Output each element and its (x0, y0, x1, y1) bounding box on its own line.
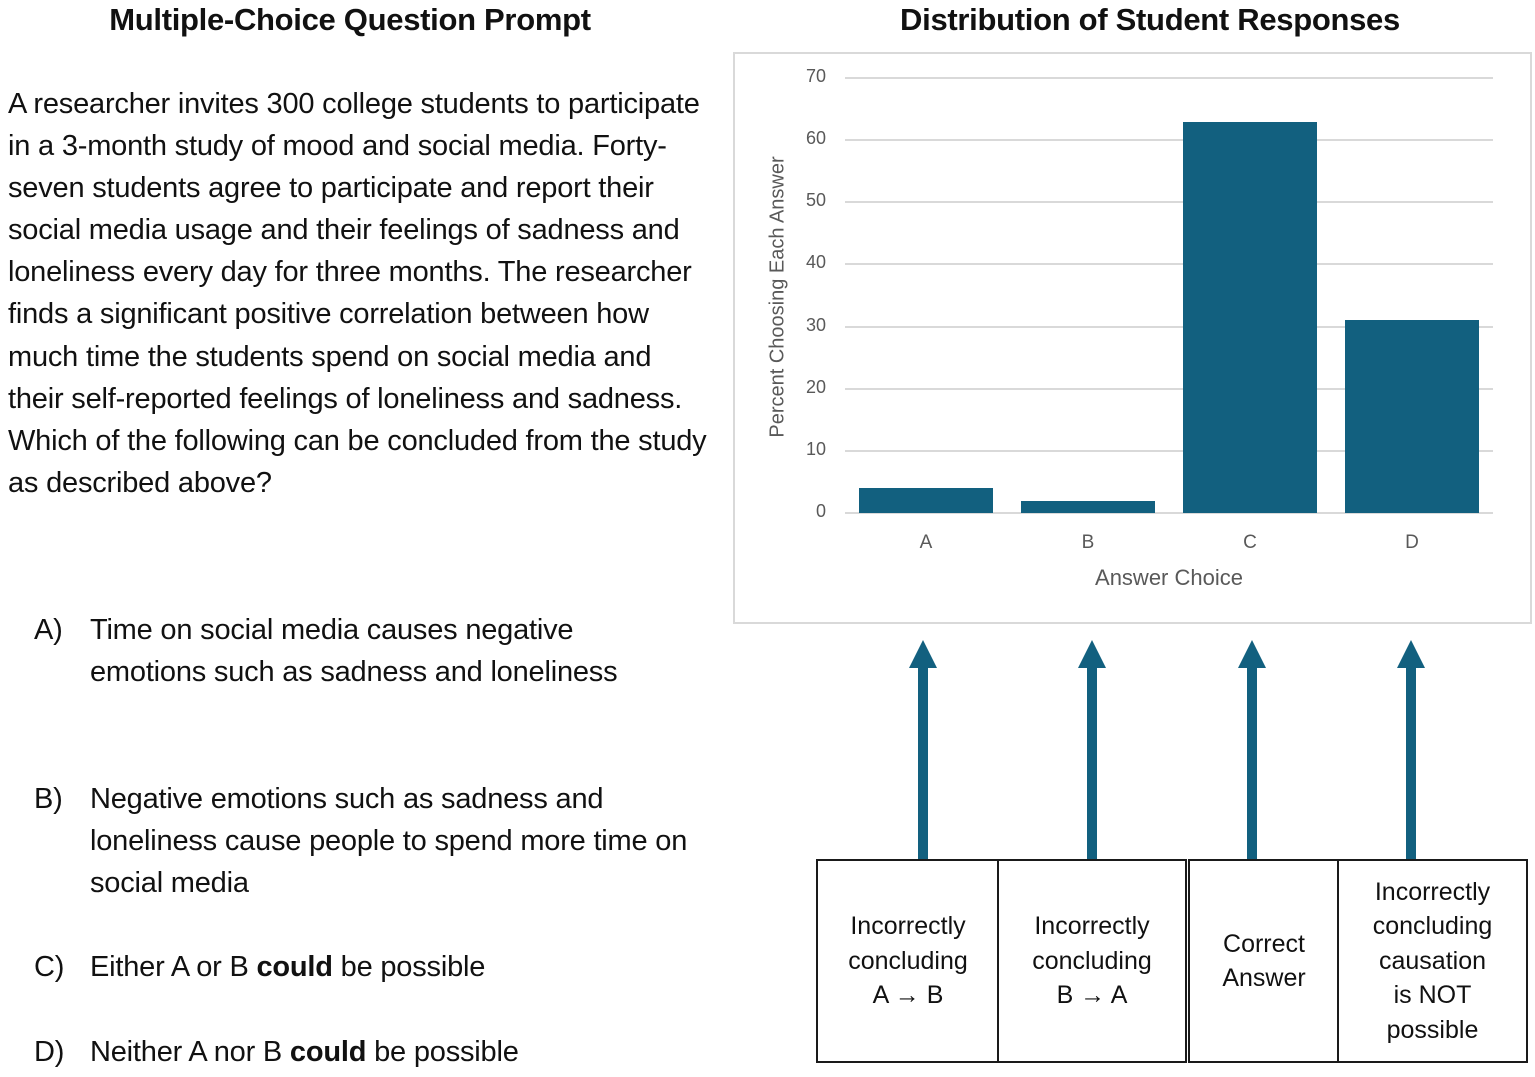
x-tick-label: C (1243, 532, 1257, 553)
emphasis: could (289, 1036, 367, 1068)
option-text: Negative emotions such as sadness and lo… (90, 783, 688, 899)
option-text: Either A or B could be possible (90, 951, 486, 983)
up-arrow-icon (1238, 640, 1266, 860)
x-tick-label: A (919, 532, 933, 553)
gridline (845, 77, 1493, 79)
y-tick-label: 40 (805, 252, 826, 273)
annotation-correct-answer: Correct Answer (1188, 859, 1340, 1063)
y-tick-label: 60 (805, 128, 826, 149)
x-tick-label: D (1405, 532, 1419, 553)
y-tick-label: 50 (805, 190, 826, 211)
chart-title: Distribution of Student Responses (900, 2, 1400, 37)
option-c: C) Either A or B could be possible (34, 946, 694, 988)
question-panel-title: Multiple-Choice Question Prompt (109, 2, 591, 37)
x-axis-label: Answer Choice (1095, 565, 1243, 590)
bar-c (1183, 121, 1317, 513)
option-letter: B) (34, 783, 63, 815)
gridline (845, 139, 1493, 142)
option-d: D) Neither A nor B could be possible (34, 1031, 694, 1073)
up-arrow-icon (909, 640, 937, 860)
gridline (845, 449, 1493, 452)
bar-a (859, 488, 993, 513)
bar-b (1021, 500, 1155, 513)
y-tick-label: 0 (815, 501, 826, 521)
emphasis: could (256, 951, 333, 983)
question-prompt: A researcher invites 300 college student… (8, 88, 707, 499)
option-b: B) Negative emotions such as sadness and… (34, 778, 694, 904)
option-text: Time on social media causes negative emo… (90, 614, 618, 688)
y-tick-label: 10 (805, 438, 826, 459)
option-letter: A) (34, 614, 63, 646)
gridline (845, 325, 1493, 328)
y-tick-label: 70 (805, 66, 826, 86)
y-axis-label: Percent Choosing Each Answer (766, 156, 789, 438)
gridline (845, 263, 1493, 266)
option-a: A) Time on social media causes negative … (34, 609, 694, 693)
gridline (845, 512, 1493, 514)
gridline (845, 387, 1493, 390)
option-letter: D) (34, 1036, 65, 1068)
plot-area (845, 77, 1493, 514)
y-tick-label: 20 (805, 376, 826, 397)
annotation-a-to-b: Incorrectly concluding A → B (816, 859, 1000, 1063)
gridline (845, 201, 1493, 204)
bar-d (1345, 320, 1479, 513)
option-text: Neither A nor B could be possible (90, 1036, 519, 1068)
y-tick-label: 30 (805, 314, 826, 335)
x-tick-label: B (1081, 532, 1095, 553)
up-arrow-icon (1397, 640, 1425, 860)
annotation-b-to-a: Incorrectly concluding B → A (997, 859, 1187, 1063)
up-arrow-icon (1078, 640, 1106, 860)
option-letter: C) (34, 951, 65, 983)
annotation-causation-not-possible: Incorrectly concluding causation is NOT … (1337, 859, 1528, 1063)
